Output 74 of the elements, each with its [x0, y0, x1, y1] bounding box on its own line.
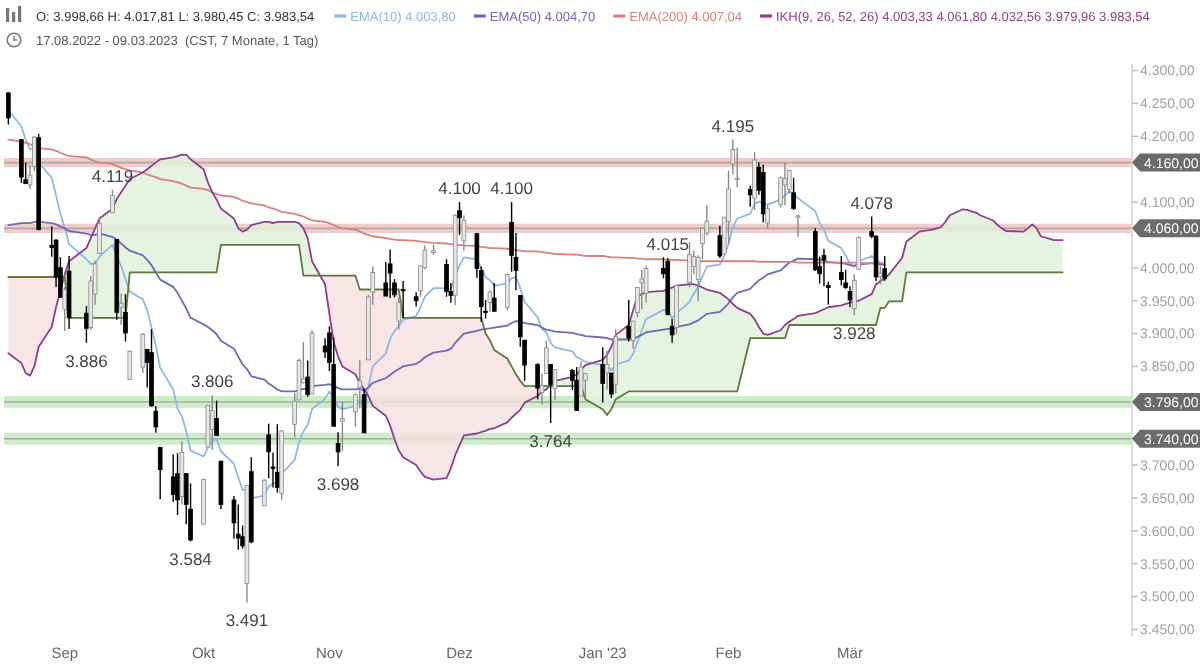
candlestick [791, 177, 796, 211]
candlestick [322, 337, 328, 359]
candlestick [765, 204, 770, 230]
annotation: 4.100 [438, 178, 482, 199]
candlestick [630, 320, 636, 350]
candlestick [544, 340, 549, 375]
annotation: 3.886 [65, 350, 109, 371]
candlestick [118, 292, 124, 326]
candlestick [396, 296, 402, 331]
annotation: 4.119 [91, 165, 134, 186]
candlestick [839, 255, 844, 287]
candlestick [669, 318, 675, 344]
candlestick [643, 265, 649, 304]
candlestick [752, 151, 757, 211]
annotation: 3.764 [529, 430, 573, 451]
candlestick [123, 293, 128, 343]
line-series [7, 220, 886, 393]
candlestick [266, 422, 271, 479]
candlestick [717, 225, 723, 259]
candlestick [491, 282, 497, 313]
candlestick [201, 478, 206, 525]
candlestick [548, 363, 553, 424]
candlestick [600, 346, 606, 404]
candlestick [704, 204, 710, 237]
candlestick [852, 273, 857, 316]
candlestick [413, 291, 419, 308]
annotation: 4.100 [490, 178, 534, 199]
candlestick [734, 146, 740, 188]
annotation: 4.015 [646, 233, 690, 254]
candlestick [535, 362, 540, 401]
candlestick [539, 372, 545, 406]
candlestick [218, 460, 224, 510]
candlestick [214, 399, 219, 437]
annotation: 4.078 [850, 192, 894, 213]
candlestick [400, 280, 406, 319]
annotation: 3.584 [169, 549, 213, 570]
candlestick [235, 503, 241, 551]
candlestick [504, 273, 510, 311]
candlestick [457, 201, 462, 236]
candlestick [127, 349, 133, 381]
candlestick [340, 401, 345, 452]
candlestick [487, 289, 493, 313]
candlestick [157, 446, 163, 500]
candlestick [583, 372, 588, 401]
candlestick [626, 299, 632, 343]
annotation: 3.806 [190, 371, 235, 392]
annotation: 3.698 [316, 474, 360, 495]
candlestick [574, 366, 579, 412]
candlestick [674, 284, 679, 335]
annotation: 3.491 [225, 610, 269, 631]
candlestick [19, 138, 24, 184]
annotation: 3.928 [833, 323, 877, 344]
candlestick [175, 452, 180, 516]
candlestick [856, 235, 861, 271]
candlestick [335, 431, 341, 468]
candlestick [97, 216, 102, 255]
candlestick [760, 163, 766, 224]
candlestick [639, 269, 645, 310]
candlestick [444, 258, 449, 298]
candlestick [110, 188, 115, 214]
candlestick [66, 255, 72, 330]
candlestick [179, 440, 185, 506]
candlestick [387, 248, 393, 299]
candlestick [687, 241, 692, 288]
candlestick [609, 372, 614, 399]
candlestick [578, 360, 584, 397]
candlestick [140, 332, 146, 374]
annotation: 4.195 [711, 115, 755, 136]
candlestick [262, 478, 267, 507]
candlestick [209, 394, 215, 451]
candlestick [552, 368, 558, 401]
candlestick [6, 91, 11, 126]
candlestick [62, 286, 68, 332]
candlestick [361, 387, 367, 434]
